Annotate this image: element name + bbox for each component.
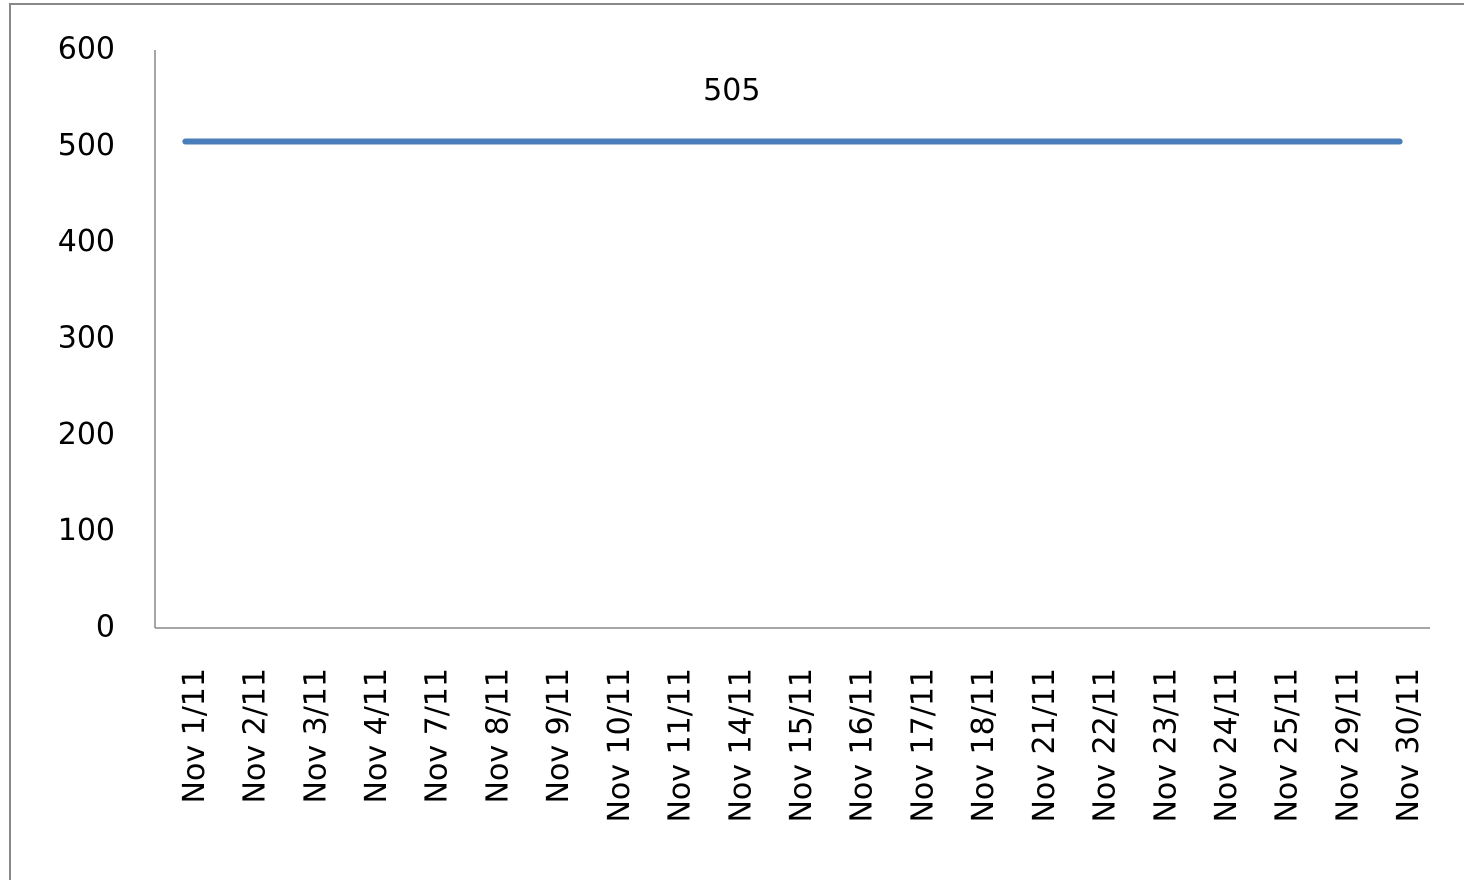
x-tick-label: Nov 4/11 <box>359 668 394 803</box>
x-tick-label: Nov 3/11 <box>298 668 333 803</box>
x-tick-label: Nov 18/11 <box>966 668 1001 823</box>
x-tick-label: Nov 1/11 <box>177 668 212 803</box>
x-tick-label: Nov 10/11 <box>602 668 637 823</box>
x-tick-label: Nov 22/11 <box>1088 668 1123 823</box>
y-tick-label: 100 <box>58 513 115 548</box>
x-tick-label: Nov 23/11 <box>1148 668 1183 823</box>
y-tick-label: 400 <box>58 224 115 259</box>
x-tick-label: Nov 8/11 <box>480 668 515 803</box>
x-tick-label: Nov 11/11 <box>663 668 698 823</box>
x-tick-label: Nov 17/11 <box>905 668 940 823</box>
x-tick-label: Nov 21/11 <box>1027 668 1062 823</box>
data-label: 505 <box>703 73 760 108</box>
y-tick-label: 500 <box>58 128 115 163</box>
x-tick-label: Nov 7/11 <box>420 668 455 803</box>
x-tick-label: Nov 24/11 <box>1209 668 1244 823</box>
x-tick-label: Nov 30/11 <box>1391 668 1426 823</box>
x-tick-label: Nov 25/11 <box>1270 668 1305 823</box>
x-tick-label: Nov 15/11 <box>784 668 819 823</box>
y-tick-label: 0 <box>96 610 115 645</box>
chart-border <box>9 3 1464 880</box>
x-tick-label: Nov 14/11 <box>723 668 758 823</box>
x-tick-label: Nov 29/11 <box>1330 668 1365 823</box>
y-tick-label: 300 <box>58 321 115 356</box>
x-tick-label: Nov 2/11 <box>238 668 273 803</box>
x-tick-label: Nov 16/11 <box>845 668 880 823</box>
y-tick-label: 600 <box>58 32 115 67</box>
y-tick-label: 200 <box>58 417 115 452</box>
x-tick-label: Nov 9/11 <box>541 668 576 803</box>
